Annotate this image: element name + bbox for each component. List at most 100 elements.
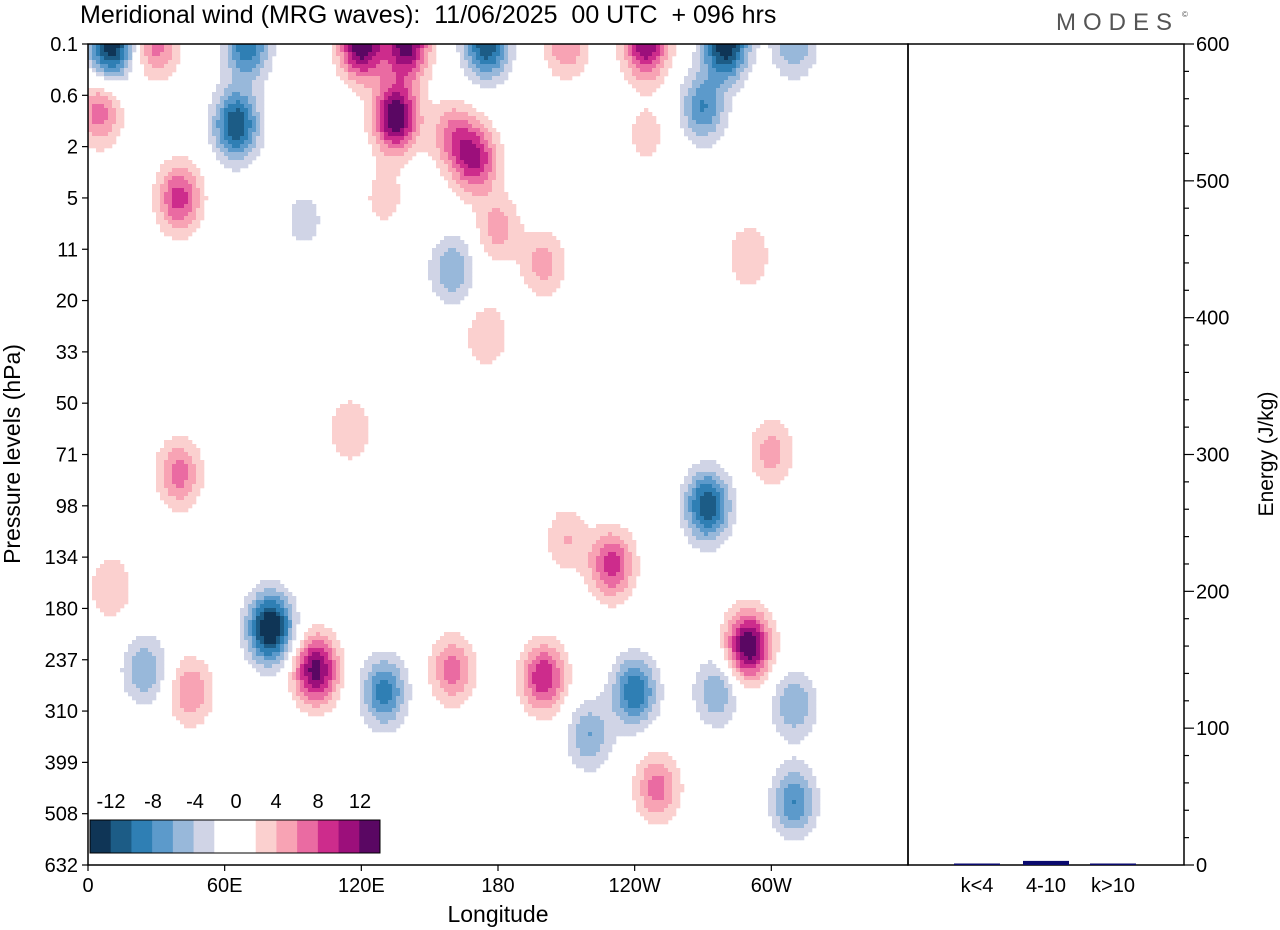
contour-cell [108, 608, 113, 613]
contour-cell [712, 140, 717, 145]
contour-cell [240, 96, 245, 101]
contour-cell [752, 636, 757, 641]
contour-cell [576, 56, 581, 61]
contour-cell [644, 44, 649, 49]
contour-cell [552, 556, 557, 561]
contour-cell [412, 148, 417, 153]
contour-cell [256, 92, 261, 97]
contour-cell [304, 212, 309, 217]
contour-cell [428, 52, 433, 57]
contour-cell [768, 464, 773, 469]
contour-cell [224, 72, 229, 77]
contour-cell [384, 52, 389, 57]
contour-cell [496, 208, 501, 213]
contour-cell [472, 52, 477, 57]
contour-cell [688, 524, 693, 529]
contour-cell [340, 432, 345, 437]
contour-cell [124, 72, 129, 77]
contour-cell [332, 56, 337, 61]
contour-cell [716, 72, 721, 77]
contour-cell [536, 252, 541, 257]
contour-cell [480, 344, 485, 349]
contour-cell [404, 152, 409, 157]
contour-cell [420, 44, 425, 49]
contour-cell [684, 116, 689, 121]
contour-cell [488, 168, 493, 173]
contour-cell [756, 448, 761, 453]
contour-cell [624, 548, 629, 553]
contour-cell [312, 232, 317, 237]
contour-cell [252, 120, 257, 125]
contour-cell [768, 616, 773, 621]
contour-cell [500, 320, 505, 325]
contour-cell [364, 112, 369, 117]
contour-cell [784, 428, 789, 433]
contour-cell [356, 80, 361, 85]
contour-cell [476, 176, 481, 181]
contour-cell [364, 432, 369, 437]
contour-cell [268, 620, 273, 625]
contour-cell [368, 120, 373, 125]
contour-cell [484, 120, 489, 125]
contour-cell [708, 84, 713, 89]
contour-cell [380, 100, 385, 105]
contour-cell [376, 104, 381, 109]
contour-cell [652, 84, 657, 89]
contour-cell [272, 584, 277, 589]
contour-cell [748, 264, 753, 269]
contour-cell [344, 444, 349, 449]
contour-cell [504, 204, 509, 209]
contour-cell [648, 140, 653, 145]
contour-cell [236, 100, 241, 105]
contour-cell [636, 564, 641, 569]
contour-cell [160, 224, 165, 229]
contour-cell [120, 564, 125, 569]
contour-cell [552, 68, 557, 73]
contour-cell [588, 528, 593, 533]
contour-cell [196, 172, 201, 177]
contour-cell [456, 180, 461, 185]
contour-cell [728, 500, 733, 505]
contour-cell [488, 188, 493, 193]
contour-cell [388, 156, 393, 161]
contour-cell [644, 64, 649, 69]
contour-cell [368, 124, 373, 129]
contour-cell [384, 200, 389, 205]
contour-cell [668, 44, 673, 49]
contour-cell [240, 56, 245, 61]
contour-cell [732, 60, 737, 65]
contour-cell [272, 588, 277, 593]
contour-cell [348, 56, 353, 61]
contour-cell [552, 44, 557, 49]
contour-cell [476, 208, 481, 213]
contour-cell [508, 232, 513, 237]
contour-cell [596, 568, 601, 573]
contour-cell [748, 624, 753, 629]
contour-cell [300, 236, 305, 241]
contour-cell [404, 104, 409, 109]
contour-cell [404, 80, 409, 85]
contour-cell [720, 512, 725, 517]
contour-cell [184, 472, 189, 477]
contour-cell [448, 284, 453, 289]
contour-cell [440, 144, 445, 149]
contour-cell [468, 44, 473, 49]
contour-cell [600, 556, 605, 561]
contour-cell [740, 612, 745, 617]
contour-cell [580, 544, 585, 549]
contour-cell [536, 640, 541, 645]
contour-cell [180, 172, 185, 177]
contour-cell [432, 256, 437, 261]
contour-cell [496, 176, 501, 181]
contour-cell [172, 208, 177, 213]
contour-cell [556, 536, 561, 541]
contour-cell [652, 140, 657, 145]
contour-cell [692, 60, 697, 65]
contour-cell [492, 212, 497, 217]
contour-cell [672, 48, 677, 53]
contour-cell [252, 48, 257, 53]
contour-cell [472, 188, 477, 193]
contour-cell [544, 56, 549, 61]
contour-cell [704, 548, 709, 553]
contour-cell [640, 144, 645, 149]
